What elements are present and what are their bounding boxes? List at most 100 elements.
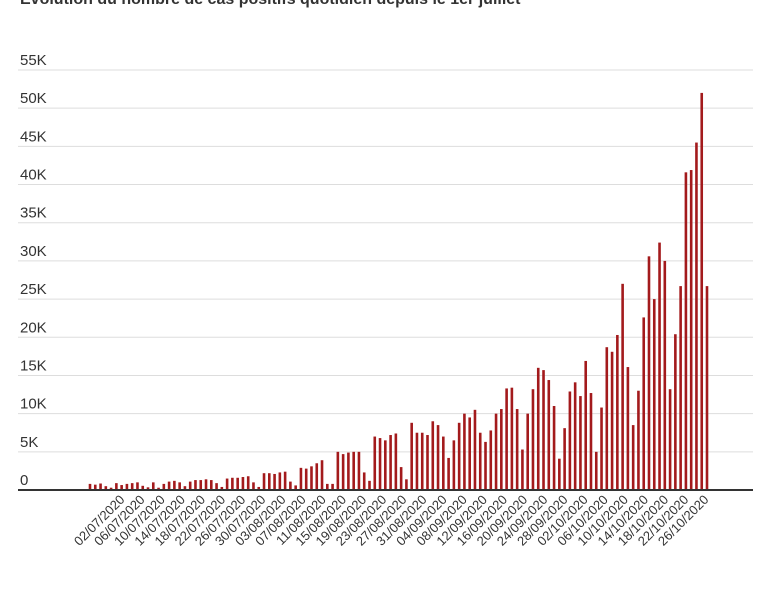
bar: [631, 425, 635, 490]
y-tick-label: 15K: [20, 357, 47, 374]
bar: [384, 440, 387, 490]
bar: [378, 438, 382, 490]
bar: [146, 487, 150, 490]
bar: [283, 471, 287, 490]
bar: [563, 428, 566, 490]
bar: [521, 449, 524, 490]
bar: [373, 436, 377, 490]
bar: [426, 435, 429, 490]
bar: [663, 260, 667, 490]
bar: [310, 466, 313, 490]
bar: [442, 436, 445, 490]
bar: [99, 483, 102, 490]
bar: [289, 481, 292, 490]
bar: [547, 380, 551, 490]
bar: [689, 170, 693, 491]
y-axis-labels: 0 5K 10K 15K 20K 25K 30K 35K 40K 45K 50K 55K: [20, 52, 47, 489]
bar: [658, 242, 661, 490]
bar: [674, 334, 677, 490]
bar: [252, 482, 255, 490]
bar: [457, 422, 461, 490]
bar: [104, 486, 108, 490]
bar: [167, 481, 171, 490]
x-axis-labels: 02/07/202006/07/202010/07/202014/07/2020…: [71, 492, 712, 549]
bar: [594, 451, 598, 490]
bar: [273, 473, 276, 490]
bar: [526, 413, 529, 490]
bar: [278, 472, 282, 490]
y-tick-label: 55K: [20, 52, 47, 69]
bar: [162, 483, 166, 490]
bar: [695, 142, 698, 491]
bar: [668, 389, 672, 490]
bar: [130, 483, 134, 490]
bar: [500, 409, 503, 490]
bar: [399, 467, 403, 490]
bar: [141, 485, 145, 490]
bar: [231, 477, 234, 490]
bar: [368, 480, 371, 490]
bar: [510, 387, 514, 490]
bar: [262, 473, 266, 490]
y-tick-label: 20K: [20, 319, 47, 336]
bar: [352, 451, 355, 490]
bar: [362, 472, 366, 490]
bar: [558, 458, 561, 490]
bar: [600, 407, 603, 490]
bar: [209, 480, 213, 490]
y-tick-label: 30K: [20, 243, 47, 260]
bar: [531, 389, 535, 490]
bar: [394, 433, 398, 490]
bar: [573, 382, 577, 490]
bar: [647, 256, 651, 490]
y-tick-label: 5K: [20, 434, 38, 451]
y-tick-label: 35K: [20, 205, 47, 222]
bar: [326, 483, 329, 490]
bar: [204, 479, 208, 490]
bar: [489, 430, 493, 490]
bar: [88, 483, 92, 490]
bar: [415, 432, 419, 490]
bar: [125, 483, 129, 490]
bar: [120, 485, 123, 490]
bar: [109, 487, 113, 490]
bar: [304, 468, 308, 490]
bar: [447, 457, 450, 490]
bar: [552, 406, 556, 490]
bar: [315, 463, 319, 490]
bar: [494, 413, 498, 490]
bar: [652, 299, 656, 490]
bar: [241, 477, 245, 490]
bar: [188, 481, 192, 490]
bar: [220, 486, 224, 490]
bar: [405, 479, 408, 490]
bar: [93, 484, 97, 490]
bar: [431, 421, 435, 490]
bar: [705, 286, 709, 490]
bar: [194, 480, 197, 490]
bars: [88, 92, 709, 491]
y-tick-label: 50K: [20, 90, 47, 107]
bar: [478, 432, 482, 490]
bar: [357, 451, 361, 490]
bar: [515, 409, 519, 490]
bar: [257, 486, 261, 490]
bar: [236, 477, 239, 490]
bar: [505, 388, 508, 490]
bar: [410, 422, 413, 490]
bar: [679, 286, 682, 490]
bar: [268, 473, 271, 490]
bar: [246, 476, 250, 490]
bar: [341, 454, 345, 490]
y-tick-label: 40K: [20, 167, 47, 184]
bar: [568, 391, 572, 490]
bar: [468, 417, 471, 490]
bar: [157, 487, 160, 490]
bar: [484, 441, 487, 490]
bar: [151, 482, 155, 490]
bar: [436, 425, 440, 490]
bar: [452, 440, 456, 490]
bar: [320, 460, 324, 490]
bar: [199, 480, 203, 490]
